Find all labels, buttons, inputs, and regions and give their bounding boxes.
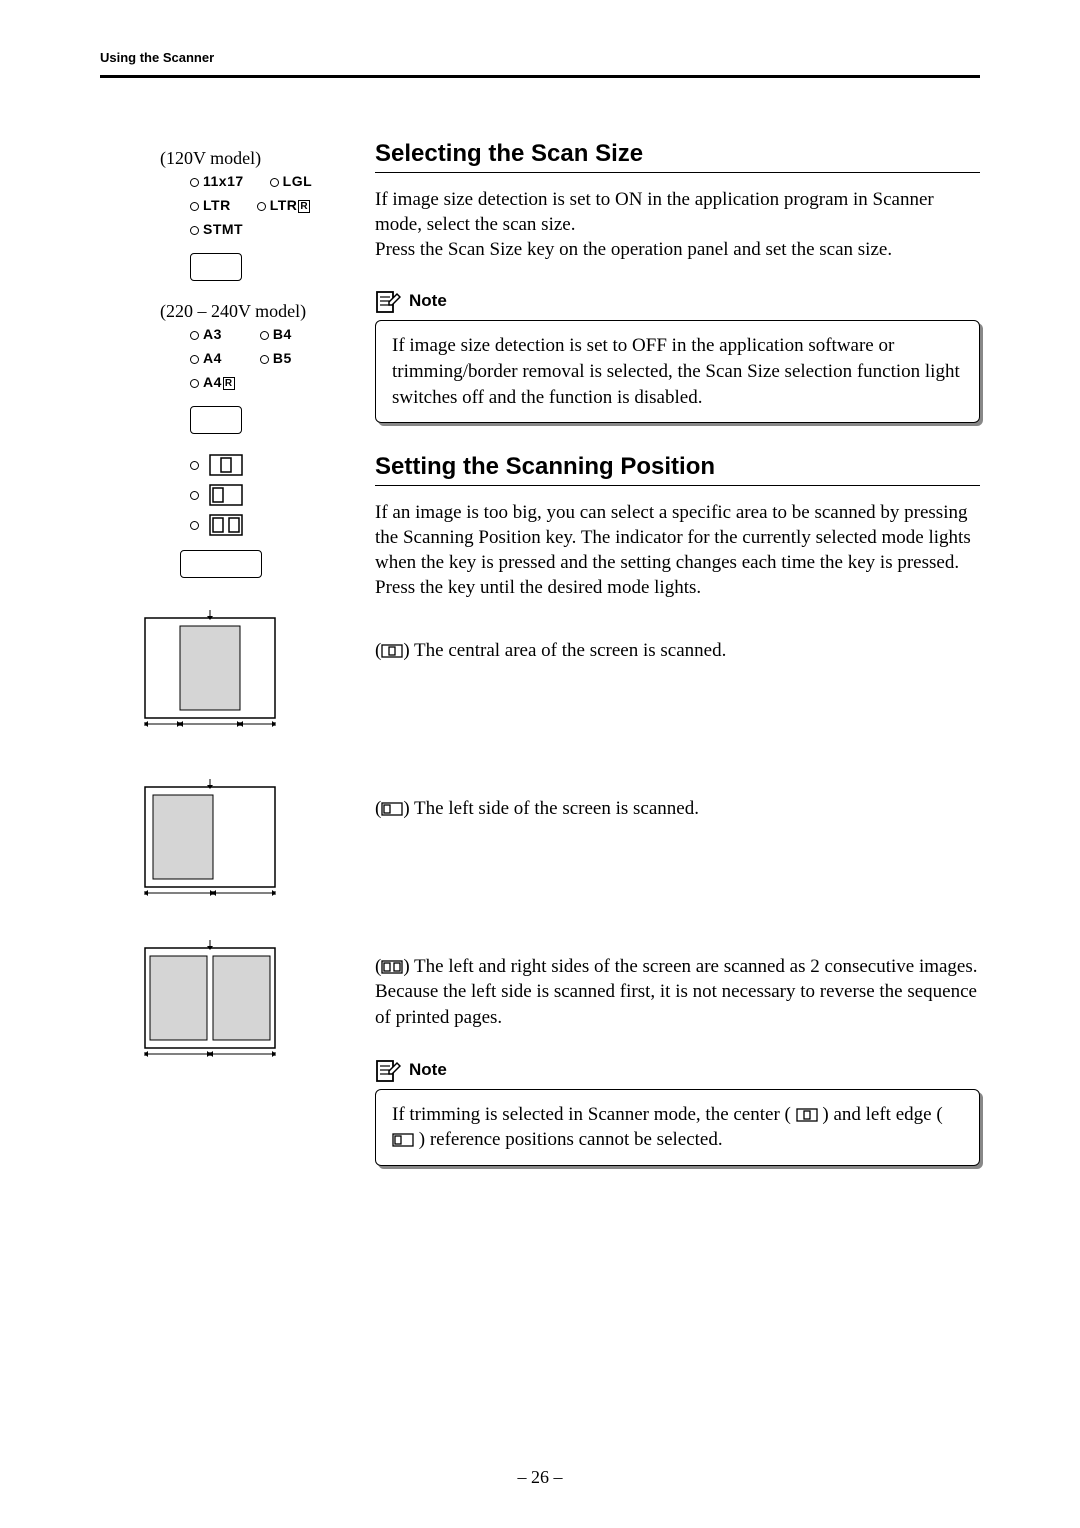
note-icon	[375, 1057, 401, 1083]
mode-center-desc: () The central area of the screen is sca…	[375, 638, 980, 664]
page-number: – 26 –	[0, 1467, 1080, 1488]
size-a4: A4	[203, 350, 222, 366]
pos-center-icon	[209, 454, 243, 476]
scan-position-button[interactable]	[180, 550, 262, 578]
scan-size-button-120v[interactable]	[190, 253, 242, 281]
header-rule	[100, 75, 980, 78]
panel-120v-sizes: 11x17 LGL LTR LTRR STMT	[160, 169, 335, 237]
size-ltr: LTR	[203, 197, 231, 213]
size-stmt: STMT	[203, 221, 243, 237]
para-scan-pos: If an image is too big, you can select a…	[375, 500, 980, 600]
panel-220v-sizes: A3 B4 A4 B5 A4R	[160, 322, 335, 390]
note2-box: If trimming is selected in Scanner mode,…	[375, 1089, 980, 1166]
inline-center-icon	[381, 644, 403, 658]
scan-size-button-220v[interactable]	[190, 406, 242, 434]
diagram-center	[140, 608, 335, 733]
size-a4-r: A4	[203, 374, 222, 390]
note1-box: If image size detection is set to OFF in…	[375, 320, 980, 423]
inline-left-icon	[392, 1133, 414, 1147]
size-lgl: LGL	[283, 173, 313, 189]
model-220v-label: (220 – 240V model)	[160, 301, 335, 322]
size-b4: B4	[273, 326, 292, 342]
size-a3: A3	[203, 326, 222, 342]
size-ltr-r: LTR	[270, 197, 298, 213]
note1-label: Note	[409, 291, 447, 311]
inline-left-icon	[381, 802, 403, 816]
heading-scan-pos: Setting the Scanning Position	[375, 453, 980, 486]
note2-label: Note	[409, 1060, 447, 1080]
position-indicator-panel	[190, 454, 335, 536]
mode-left-desc: () The left side of the screen is scanne…	[375, 796, 980, 822]
note1-header: Note	[375, 288, 980, 314]
size-b5: B5	[273, 350, 292, 366]
model-120v-label: (120V model)	[160, 148, 335, 169]
size-11x17: 11x17	[203, 173, 244, 189]
diagram-left	[140, 777, 335, 902]
pos-left-icon	[209, 484, 243, 506]
mode-double-desc: () The left and right sides of the scree…	[375, 954, 980, 1031]
note2-header: Note	[375, 1057, 980, 1083]
note-icon	[375, 288, 401, 314]
left-panel: (120V model) 11x17 LGL LTR LTRR STMT (22…	[100, 138, 335, 1190]
inline-center-icon	[796, 1108, 818, 1122]
main-content: Selecting the Scan Size If image size de…	[375, 138, 980, 1190]
heading-scan-size: Selecting the Scan Size	[375, 140, 980, 173]
inline-double-icon	[381, 960, 403, 974]
para-scan-size: If image size detection is set to ON in …	[375, 187, 980, 262]
running-header: Using the Scanner	[100, 50, 980, 75]
diagram-double	[140, 938, 335, 1063]
pos-double-icon	[209, 514, 243, 536]
